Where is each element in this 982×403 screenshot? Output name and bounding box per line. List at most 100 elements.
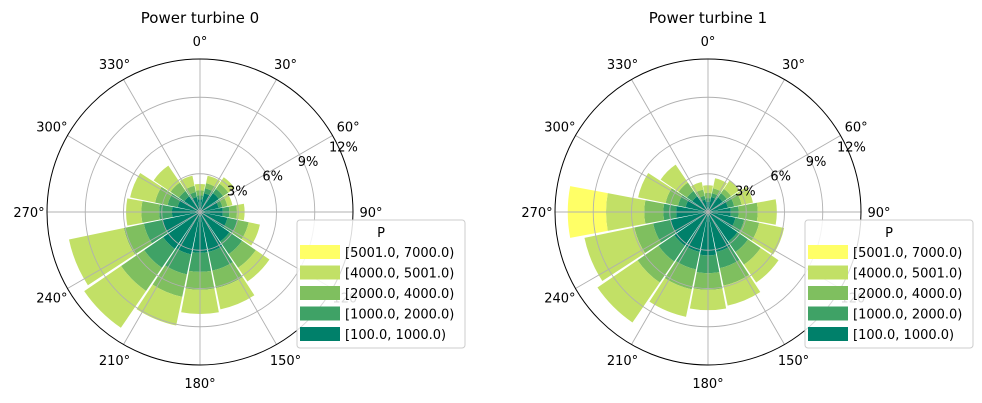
wind-bar xyxy=(208,246,233,271)
angle-tick-label: 90° xyxy=(867,206,890,221)
wind-bar xyxy=(653,219,676,243)
angular-gridline xyxy=(123,79,201,213)
wind-bar xyxy=(200,193,219,212)
wind-bar xyxy=(203,188,214,196)
angular-gridline xyxy=(631,79,709,213)
angular-gridline xyxy=(199,211,277,345)
wind-bar xyxy=(212,262,243,289)
legend-swatch xyxy=(300,327,340,341)
wind-bar xyxy=(712,178,727,192)
wind-bar xyxy=(634,223,662,254)
wind-bar xyxy=(121,250,162,291)
legend-swatch xyxy=(808,245,848,259)
wind-bar xyxy=(130,172,162,203)
angular-gridline xyxy=(199,135,333,213)
legend: P [5001.0, 7000.0) [4000.0, 5001.0) [2000.0… xyxy=(296,219,466,349)
angle-tick-label: 300° xyxy=(544,121,575,136)
windrose-panel-1: Power turbine 1 3%6%9%12%0°30°60°90°120°… xyxy=(521,9,974,392)
radial-tick-label: 9% xyxy=(806,155,827,170)
legend-label: [1000.0, 2000.0) xyxy=(853,308,962,323)
radial-tick-label: 6% xyxy=(770,170,791,185)
wind-bar xyxy=(678,195,689,208)
wind-bar xyxy=(695,189,705,199)
legend-swatch xyxy=(808,327,848,341)
wind-bar xyxy=(188,192,197,200)
wind-bar xyxy=(144,237,175,268)
radial-tick-label: 12% xyxy=(329,140,358,155)
legend-label: [5001.0, 7000.0) xyxy=(345,246,454,261)
angle-tick-label: 30° xyxy=(782,58,805,73)
wind-bar xyxy=(723,180,740,197)
wind-bar xyxy=(664,261,696,290)
wind-bar xyxy=(165,248,192,275)
angle-tick-label: 330° xyxy=(99,58,130,73)
angular-gridline xyxy=(631,211,709,345)
wind-bar xyxy=(220,232,243,255)
angular-gridline xyxy=(575,211,709,289)
wind-bar xyxy=(723,274,761,306)
wind-bar xyxy=(674,212,708,246)
legend-label: [5001.0, 7000.0) xyxy=(853,246,962,261)
wind-bar xyxy=(68,227,135,286)
radial-tick-label: 3% xyxy=(735,184,756,199)
windrose-panel-0: Power turbine 0 3%6%9%12%0°30°60°90°120°… xyxy=(13,9,466,392)
wind-bar xyxy=(675,246,700,270)
wind-bar xyxy=(178,190,190,202)
wind-bar xyxy=(716,246,740,269)
radial-tick-label: 3% xyxy=(227,184,248,199)
angular-gridline xyxy=(67,211,201,289)
legend-title: P xyxy=(885,226,893,241)
legend-label: [4000.0, 5001.0) xyxy=(853,267,962,282)
legend-swatch xyxy=(300,306,340,321)
wind-bar xyxy=(691,182,704,193)
wind-bar xyxy=(215,183,229,197)
angle-tick-label: 150° xyxy=(270,354,301,369)
angular-gridline xyxy=(707,135,841,213)
wind-bar xyxy=(649,278,692,317)
wind-bar xyxy=(711,188,722,196)
legend-swatch xyxy=(300,286,340,300)
angular-gridline xyxy=(123,211,201,345)
legend-label: [1000.0, 2000.0) xyxy=(345,308,454,323)
wind-bar xyxy=(708,197,723,212)
angle-tick-label: 270° xyxy=(13,206,44,221)
radial-tick-label: 12% xyxy=(837,140,866,155)
angle-tick-label: 30° xyxy=(274,58,297,73)
wind-bar xyxy=(665,188,683,206)
wind-bar xyxy=(637,245,675,283)
wind-bar xyxy=(686,190,698,202)
legend-swatch xyxy=(808,265,848,280)
wind-bar xyxy=(185,185,196,195)
wind-bar xyxy=(206,175,221,188)
wind-bar xyxy=(658,235,685,262)
angle-tick-label: 210° xyxy=(607,354,638,369)
legend-swatch xyxy=(300,265,340,280)
wind-bar xyxy=(153,165,180,192)
wind-bar xyxy=(215,277,255,310)
wind-bar xyxy=(735,239,761,265)
wind-bar xyxy=(708,212,738,242)
legend-swatch xyxy=(300,245,340,259)
polar-frame xyxy=(46,58,354,366)
angular-gridline xyxy=(707,79,785,213)
legend-title: P xyxy=(377,226,385,241)
legend-label: [2000.0, 4000.0) xyxy=(345,287,454,302)
wind-bar xyxy=(152,265,187,297)
wind-bar xyxy=(584,227,646,282)
wind-bar xyxy=(720,188,732,200)
legend-swatch xyxy=(808,286,848,300)
angle-tick-label: 150° xyxy=(778,354,809,369)
wind-bar xyxy=(678,182,694,198)
wind-bar xyxy=(228,240,256,268)
radial-tick-label: 9% xyxy=(298,155,319,170)
wind-bar xyxy=(597,260,660,323)
angle-tick-label: 180° xyxy=(184,377,215,392)
wind-bar xyxy=(718,193,727,202)
wind-bar xyxy=(136,284,183,326)
angle-tick-label: 0° xyxy=(193,35,208,50)
wind-bar xyxy=(730,193,742,207)
angular-gridline xyxy=(67,135,201,213)
legend-swatch xyxy=(808,306,848,321)
angular-gridline xyxy=(707,211,785,345)
chart-title-0: Power turbine 0 xyxy=(141,9,259,27)
